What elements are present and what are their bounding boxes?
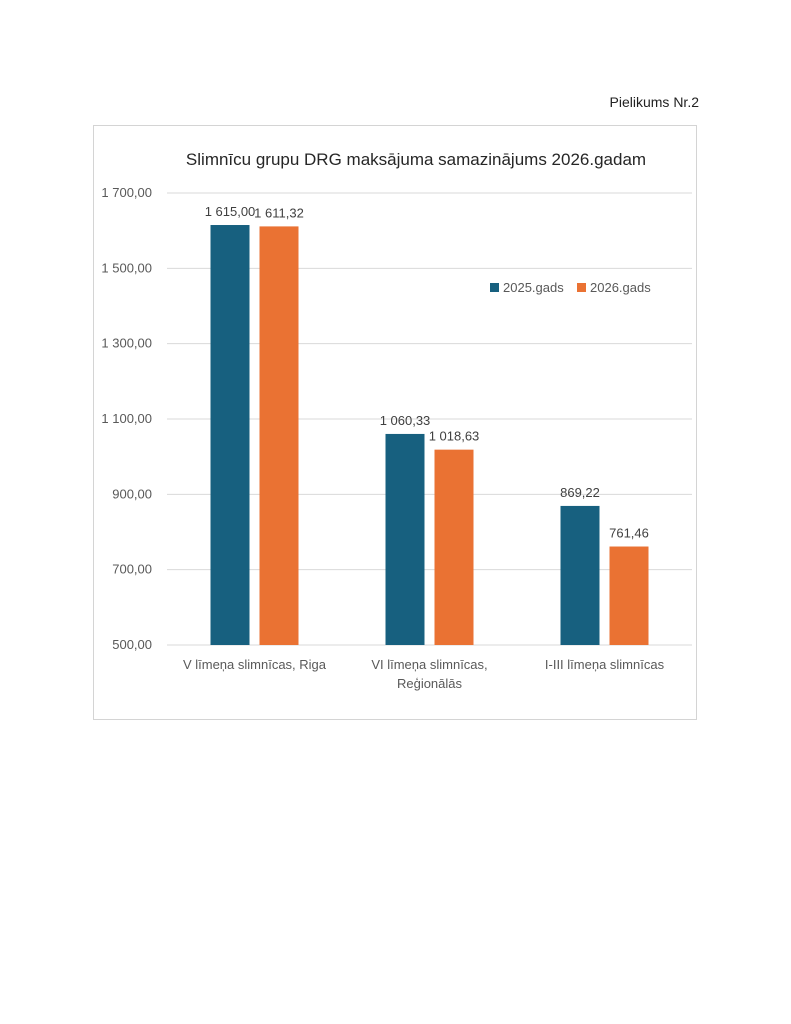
y-tick-label: 700,00	[112, 562, 152, 577]
legend-label: 2026.gads	[590, 280, 651, 295]
legend-label: 2025.gads	[503, 280, 564, 295]
y-tick-label: 500,00	[112, 637, 152, 652]
bar-2025-gads-2	[560, 505, 600, 645]
y-tick-label: 1 500,00	[101, 260, 152, 275]
data-label: 1 060,33	[380, 413, 431, 428]
legend-swatch-2026-gads	[577, 283, 586, 292]
y-tick-label: 1 100,00	[101, 411, 152, 426]
bar-2025-gads-1	[385, 433, 425, 645]
x-category-label: I-III līmeņa slimnīcas	[545, 657, 665, 672]
x-category-label: Reģionālās	[397, 676, 463, 691]
bar-2025-gads-0	[210, 225, 250, 645]
legend-swatch-2025-gads	[490, 283, 499, 292]
bar-2026-gads-2	[609, 546, 649, 645]
data-label: 1 615,00	[205, 204, 256, 219]
y-tick-label: 900,00	[112, 486, 152, 501]
y-axis: 500,00 700,00 900,00 1 100,00 1 300,00 1 500,…	[101, 185, 152, 652]
data-label: 1 018,63	[429, 429, 480, 444]
data-label: 761,46	[609, 526, 649, 541]
legend: 2025.gads 2026.gads	[490, 280, 651, 295]
bar-chart: Slimnīcu grupu DRG maksājuma samazinājum…	[101, 150, 692, 691]
chart-title: Slimnīcu grupu DRG maksājuma samazinājum…	[186, 150, 646, 169]
chart-container: Slimnīcu grupu DRG maksājuma samazinājum…	[93, 125, 697, 720]
bars	[210, 225, 649, 645]
gridlines	[167, 192, 692, 646]
x-category-label: VI līmeņa slimnīcas,	[371, 657, 487, 672]
y-tick-label: 1 700,00	[101, 185, 152, 200]
bar-2026-gads-1	[434, 449, 474, 645]
y-tick-label: 1 300,00	[101, 336, 152, 351]
attachment-label: Pielikums Nr.2	[609, 94, 699, 110]
x-axis: V līmeņa slimnīcas, Riga VI līmeņa slimnī…	[183, 657, 665, 691]
data-labels: 1 615,001 611,32 1 060,331 018,63 869,22 76…	[205, 204, 649, 541]
data-label: 1 611,32	[254, 205, 304, 220]
x-category-label: V līmeņa slimnīcas, Riga	[183, 657, 327, 672]
data-label: 869,22	[560, 485, 600, 500]
bar-2026-gads-0	[259, 226, 299, 645]
